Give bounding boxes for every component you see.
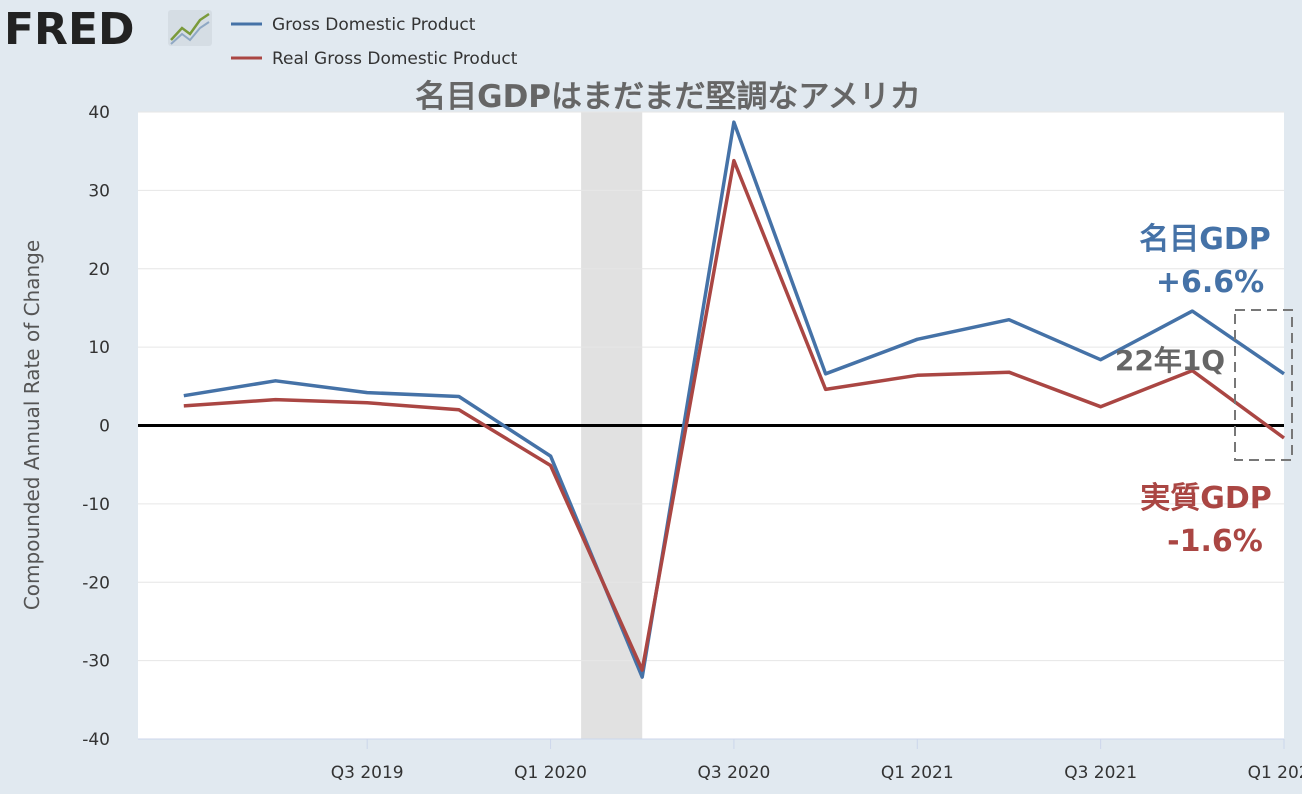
chart-title: 名目GDPはまだまだ堅調なアメリカ	[415, 79, 921, 115]
series-line-real-gdp[interactable]	[183, 158, 1286, 672]
legend-label-real-gdp: Real Gross Domestic Product	[272, 49, 518, 69]
y-tick-label: 30	[88, 181, 110, 201]
y-tick-label: -40	[82, 730, 110, 750]
x-tick-label: Q3 2019	[331, 763, 404, 783]
annotation-real-gdp: 実質GDP	[1140, 481, 1272, 516]
highlight-box	[1234, 309, 1293, 461]
y-tick-label: 40	[88, 103, 110, 123]
chart-line-icon	[168, 10, 212, 46]
y-tick-label: 10	[88, 338, 110, 358]
y-tick-label: 20	[88, 260, 110, 280]
x-tick-label: Q1 2022	[1248, 763, 1302, 783]
annotation-nominal-gdp: 名目GDP	[1139, 222, 1271, 257]
x-tick-label: Q1 2021	[881, 763, 954, 783]
x-tick-label: Q1 2020	[514, 763, 587, 783]
fred-logo[interactable]: FRED	[4, 4, 212, 55]
annotation-real-value: -1.6%	[1167, 524, 1263, 559]
y-axis-label: Compounded Annual Rate of Change	[20, 240, 44, 610]
y-tick-label: 0	[99, 417, 110, 437]
x-tick-label: Q3 2020	[697, 763, 770, 783]
annotation-period: 22年1Q	[1115, 344, 1225, 377]
legend: Gross Domestic Product Real Gross Domest…	[231, 15, 518, 69]
y-tick-label: -10	[82, 495, 110, 515]
annotation-nominal-value: +6.6%	[1156, 265, 1264, 300]
x-tick-label: Q3 2021	[1064, 763, 1137, 783]
y-tick-label: -30	[82, 652, 110, 672]
fred-logo-text: FRED	[4, 4, 135, 55]
legend-label-gdp: Gross Domestic Product	[272, 15, 476, 35]
series-line-gdp[interactable]	[183, 120, 1285, 679]
y-tick-label: -20	[82, 573, 110, 593]
